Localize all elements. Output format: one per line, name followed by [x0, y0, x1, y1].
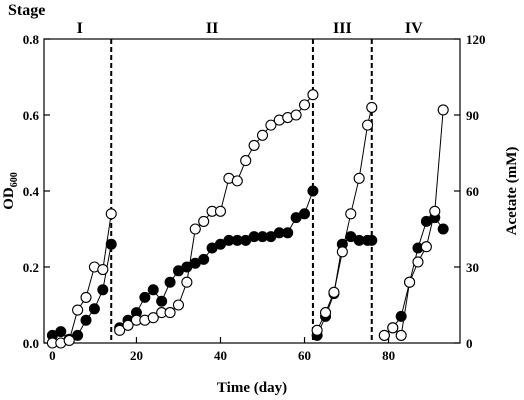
- od600-point: [307, 185, 319, 197]
- plot-frame: [43, 38, 461, 344]
- stage-title: Stage: [8, 2, 45, 19]
- od600-point: [198, 253, 210, 265]
- acetate-point: [265, 119, 277, 131]
- stage-label: I: [77, 20, 83, 37]
- acetate-point: [72, 304, 84, 316]
- y-left-axis-title-main: OD: [1, 187, 17, 210]
- x-axis-title: Time (day): [217, 380, 287, 396]
- acetate-point: [240, 155, 252, 167]
- acetate-point: [307, 89, 319, 101]
- series-line: [316, 107, 373, 331]
- x-tick-label: 0: [49, 348, 56, 363]
- acetate-point: [298, 99, 311, 111]
- acetate-point: [63, 334, 75, 347]
- acetate-point: [420, 241, 432, 253]
- acetate-point: [319, 307, 332, 319]
- od600-point: [156, 295, 168, 307]
- acetate-point: [256, 129, 269, 141]
- y-right-tick-label: 90: [466, 108, 479, 123]
- acetate-point: [429, 205, 441, 217]
- acetate-point: [164, 307, 176, 319]
- acetate-point: [437, 104, 449, 116]
- y-right-tick-label: 60: [466, 184, 479, 199]
- acetate-point: [328, 286, 340, 298]
- y-left-tick-label: 0.0: [23, 336, 39, 351]
- acetate-point: [105, 208, 117, 220]
- od600-point: [437, 223, 449, 235]
- od600-point: [97, 284, 109, 296]
- od600-point: [164, 276, 176, 288]
- acetate-point: [362, 119, 374, 131]
- acetate-series: [46, 89, 449, 349]
- acetate-point: [404, 276, 416, 288]
- acetate-point: [311, 324, 323, 336]
- od600-point: [366, 234, 378, 246]
- acetate-point: [147, 312, 159, 324]
- stage-label: III: [333, 20, 352, 37]
- od600-point: [72, 329, 84, 341]
- od600-point: [147, 284, 159, 296]
- y-right-tick-label: 0: [466, 336, 473, 351]
- y-left-tick-label: 0.2: [23, 260, 39, 275]
- od600-point: [55, 326, 67, 338]
- acetate-point: [378, 329, 390, 341]
- acetate-point: [181, 276, 193, 288]
- acetate-point: [122, 319, 134, 331]
- od600-point: [139, 291, 151, 303]
- stage-label: IV: [405, 20, 423, 37]
- acetate-point: [231, 175, 243, 187]
- acetate-point: [189, 223, 201, 235]
- acetate-point: [366, 101, 378, 113]
- acetate-point: [290, 109, 302, 121]
- acetate-point: [114, 324, 126, 336]
- od600-point: [299, 208, 311, 220]
- od600-point: [105, 238, 117, 250]
- y-left-tick-label: 0.4: [23, 184, 40, 199]
- axes: 0 20 40 60 80 0.0 0.2 0.4 0.6 0.8 0 30 60 90 120: [23, 32, 486, 363]
- y-left-tick-label: 0.6: [23, 108, 40, 123]
- stage-label: II: [206, 20, 218, 37]
- acetate-point: [248, 139, 260, 151]
- acetate-point: [80, 291, 92, 303]
- acetate-point: [345, 208, 357, 220]
- od600-point: [80, 314, 92, 326]
- acetate-point: [97, 263, 109, 276]
- y-left-axis-title-subscript: 600: [9, 172, 20, 187]
- acetate-point: [387, 322, 399, 334]
- acetate-point: [172, 299, 185, 311]
- acetate-point: [353, 172, 365, 184]
- x-tick-label: 40: [214, 348, 227, 363]
- y-right-tick-label: 30: [466, 260, 479, 275]
- x-tick-label: 60: [298, 348, 311, 363]
- acetate-point: [198, 215, 210, 227]
- y-left-tick-label: 0.8: [23, 32, 40, 47]
- od600-point: [282, 227, 294, 239]
- series-line: [384, 216, 444, 336]
- y-right-tick-label: 120: [466, 32, 486, 47]
- od600-point: [88, 303, 100, 315]
- x-tick-label: 80: [382, 348, 395, 363]
- x-tick-label: 20: [130, 348, 143, 363]
- data-series: [46, 89, 449, 349]
- y-right-axis-title: Acetate (mM): [504, 147, 520, 236]
- acetate-point: [336, 246, 348, 258]
- y-left-axis-title: OD600: [1, 172, 20, 210]
- acetate-point: [395, 329, 407, 341]
- acetate-point: [214, 205, 227, 217]
- acetate-point: [412, 256, 424, 268]
